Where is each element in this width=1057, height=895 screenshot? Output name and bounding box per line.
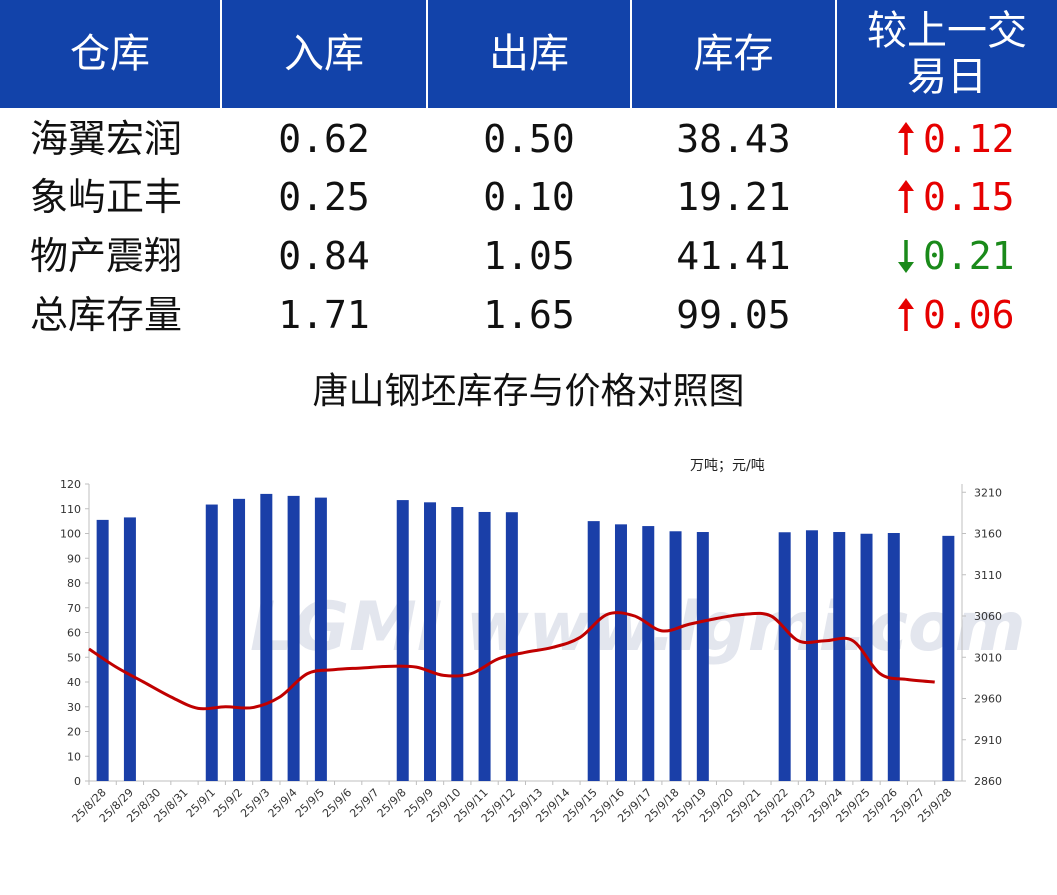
y-left-tick-label: 120 xyxy=(60,478,81,491)
x-tick-label: 25/9/4 xyxy=(266,786,300,820)
y-left-tick-label: 90 xyxy=(67,552,81,565)
y-left-tick-label: 70 xyxy=(67,602,81,615)
inventory-bar xyxy=(287,495,300,781)
arrow-up-icon xyxy=(898,180,914,213)
y-right-tick-label: 2910 xyxy=(974,734,1002,747)
row-change: 0.06 xyxy=(895,286,1015,344)
row-change: 0.12 xyxy=(895,110,1015,168)
y-left-tick-label: 20 xyxy=(67,726,81,739)
y-right-tick-label: 3060 xyxy=(974,610,1002,623)
y-left-tick-label: 50 xyxy=(67,651,81,664)
x-tick-label: 25/9/7 xyxy=(347,786,381,820)
y-right-tick-label: 2960 xyxy=(974,693,1002,706)
x-tick-label: 25/9/8 xyxy=(375,786,409,820)
inventory-bar xyxy=(805,530,818,781)
row-change-value: 0.21 xyxy=(923,234,1015,278)
row-warehouse-name: 总库存量 xyxy=(30,293,183,337)
y-left-tick-label: 100 xyxy=(60,528,81,541)
inventory-bar xyxy=(314,497,327,781)
header-change-line2: 易日 xyxy=(907,54,987,100)
watermark: LGMI www.lgmi.com xyxy=(250,588,1026,667)
row-outbound-value: 1.65 xyxy=(483,293,575,337)
row-stock-value: 99.05 xyxy=(676,293,791,337)
unit-label: 万吨；元/吨 xyxy=(690,458,765,474)
header-outbound: 出库 xyxy=(428,0,630,108)
header-warehouse: 仓库 xyxy=(0,0,220,108)
row-outbound-value: 0.10 xyxy=(483,175,575,219)
price-line xyxy=(88,611,935,711)
inventory-bar xyxy=(587,521,600,781)
y-left-tick-label: 110 xyxy=(60,503,81,516)
y-left-tick-label: 0 xyxy=(74,775,81,788)
row-inbound-value: 0.84 xyxy=(278,234,370,278)
arrow-up-icon xyxy=(898,122,914,155)
inventory-bar xyxy=(778,532,791,781)
row-inbound-value: 0.25 xyxy=(278,175,370,219)
inventory-bar xyxy=(614,524,627,781)
inventory-bar xyxy=(942,535,955,781)
inventory-bar xyxy=(451,507,464,781)
inventory-bar xyxy=(96,519,109,781)
x-tick-label: 25/9/1 xyxy=(184,786,218,820)
inventory-bar xyxy=(669,531,682,781)
chart-title: 唐山钢坯库存与价格对照图 xyxy=(312,371,745,412)
row-outbound-value: 1.05 xyxy=(483,234,575,278)
inventory-bar xyxy=(233,498,246,781)
inventory-bar xyxy=(478,511,491,781)
inventory-bar xyxy=(123,517,136,781)
row-change-value: 0.15 xyxy=(923,175,1015,219)
row-change: 0.15 xyxy=(895,168,1015,226)
y-left-tick-label: 30 xyxy=(67,701,81,714)
inventory-bar xyxy=(696,532,709,781)
row-stock-value: 38.43 xyxy=(676,117,791,161)
row-stock-value: 19.21 xyxy=(676,175,791,219)
y-right-tick-label: 3110 xyxy=(974,569,1002,582)
arrow-up-icon xyxy=(898,298,914,331)
inventory-bar xyxy=(833,532,846,781)
inventory-bar xyxy=(424,502,437,781)
header-stock: 库存 xyxy=(632,0,835,108)
row-inbound-value: 1.71 xyxy=(278,293,370,337)
y-left-tick-label: 60 xyxy=(67,627,81,640)
row-outbound-value: 0.50 xyxy=(483,117,575,161)
inventory-bar xyxy=(887,533,900,781)
inventory-table: 仓库 入库 出库 库存 较上一交 易日 海翼宏润 0.62 0.50 38.43 0.1… xyxy=(0,0,1057,340)
y-left-tick-label: 80 xyxy=(67,577,81,590)
row-stock-value: 41.41 xyxy=(676,234,791,278)
row-change: 0.21 xyxy=(895,227,1015,285)
header-inbound: 入库 xyxy=(222,0,426,108)
inventory-bar xyxy=(260,493,273,781)
x-tick-label: 25/9/2 xyxy=(211,786,245,820)
x-tick-label: 25/9/3 xyxy=(238,786,272,820)
row-change-value: 0.12 xyxy=(923,117,1015,161)
header-change: 较上一交 易日 xyxy=(837,0,1057,108)
inventory-bar xyxy=(642,526,655,781)
header-change-line1: 较上一交 xyxy=(867,8,1027,54)
x-tick-label: 25/9/6 xyxy=(320,786,354,820)
y-left-tick-label: 10 xyxy=(67,750,81,763)
y-left-tick-label: 40 xyxy=(67,676,81,689)
arrow-down-icon xyxy=(898,240,914,273)
y-right-tick-label: 2860 xyxy=(974,775,1002,788)
row-change-value: 0.06 xyxy=(923,293,1015,337)
row-warehouse-name: 象屿正丰 xyxy=(30,175,183,219)
row-warehouse-name: 物产震翔 xyxy=(30,234,183,278)
y-right-tick-label: 3010 xyxy=(974,651,1002,664)
inventory-bar xyxy=(505,512,518,781)
x-tick-label: 25/9/5 xyxy=(293,786,327,820)
y-right-tick-label: 3160 xyxy=(974,528,1002,541)
inventory-bar xyxy=(396,500,409,781)
row-warehouse-name: 海翼宏润 xyxy=(30,117,183,161)
y-right-tick-label: 3210 xyxy=(974,486,1002,499)
row-inbound-value: 0.62 xyxy=(278,117,370,161)
inventory-bar xyxy=(205,504,218,781)
